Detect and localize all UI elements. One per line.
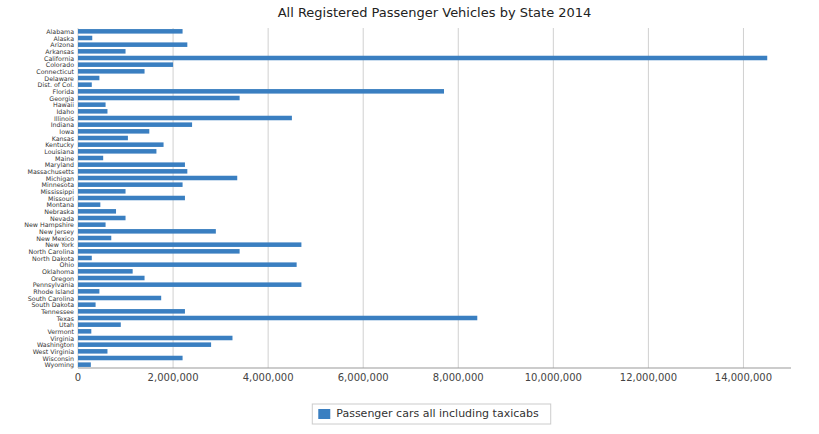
tick-label: 4,000,000 — [243, 372, 294, 383]
grid-line — [743, 28, 744, 368]
category-label: Wyoming — [44, 361, 74, 369]
bar — [78, 162, 185, 167]
bar — [78, 49, 126, 54]
bar — [78, 156, 103, 161]
title: All Registered Passenger Vehicles by Sta… — [278, 5, 592, 20]
tick-label: 2,000,000 — [148, 372, 199, 383]
bar — [78, 316, 477, 321]
bar — [78, 136, 128, 141]
bar — [78, 182, 183, 187]
bar — [78, 42, 187, 47]
bar — [78, 349, 107, 354]
bar — [78, 336, 232, 341]
legend-label: Passenger cars all including taxicabs — [336, 407, 539, 420]
bar — [78, 189, 126, 194]
bar — [78, 89, 444, 94]
x-axis-line — [78, 368, 791, 369]
bar — [78, 82, 92, 87]
chart: All Registered Passenger Vehicles by Sta… — [0, 0, 819, 434]
legend: Passenger cars all including taxicabs — [312, 404, 550, 424]
background — [0, 0, 819, 434]
bar — [78, 276, 145, 281]
bars — [78, 29, 767, 367]
bar — [78, 36, 92, 41]
bar — [78, 109, 107, 114]
bar — [78, 56, 767, 61]
bar — [78, 249, 240, 254]
tick-label: 10,000,000 — [525, 372, 582, 383]
bar — [78, 176, 237, 181]
bar — [78, 309, 185, 314]
bar — [78, 122, 192, 127]
tick-label: 0 — [75, 372, 81, 383]
tick-label: 12,000,000 — [620, 372, 677, 383]
bar — [78, 169, 187, 174]
bar — [78, 29, 183, 34]
bar — [78, 76, 99, 81]
bar — [78, 196, 185, 201]
bar — [78, 102, 106, 107]
bar — [78, 356, 183, 361]
bar — [78, 149, 156, 154]
grid-line — [553, 28, 554, 368]
bar — [78, 262, 297, 267]
bar — [78, 322, 121, 327]
tick-label: 14,000,000 — [715, 372, 772, 383]
bar — [78, 216, 126, 221]
bar — [78, 142, 164, 147]
bar — [78, 236, 111, 241]
bar — [78, 222, 106, 227]
bar — [78, 269, 133, 274]
bar — [78, 362, 91, 367]
bar — [78, 256, 92, 261]
tick-label: 6,000,000 — [338, 372, 389, 383]
legend-swatch — [318, 409, 330, 419]
bar — [78, 202, 100, 207]
grid — [78, 28, 743, 368]
bar — [78, 329, 91, 334]
bar — [78, 242, 301, 247]
bar — [78, 116, 292, 121]
bar — [78, 69, 145, 74]
bar — [78, 296, 161, 301]
bar — [78, 302, 96, 307]
bar — [78, 129, 149, 134]
grid-line — [648, 28, 649, 368]
bar — [78, 62, 173, 67]
bar — [78, 229, 216, 234]
bar — [78, 96, 240, 101]
legend-frame — [312, 404, 550, 424]
bar — [78, 342, 211, 347]
tick-label: 8,000,000 — [433, 372, 484, 383]
bar — [78, 289, 99, 294]
bar — [78, 282, 301, 287]
bar — [78, 209, 116, 214]
